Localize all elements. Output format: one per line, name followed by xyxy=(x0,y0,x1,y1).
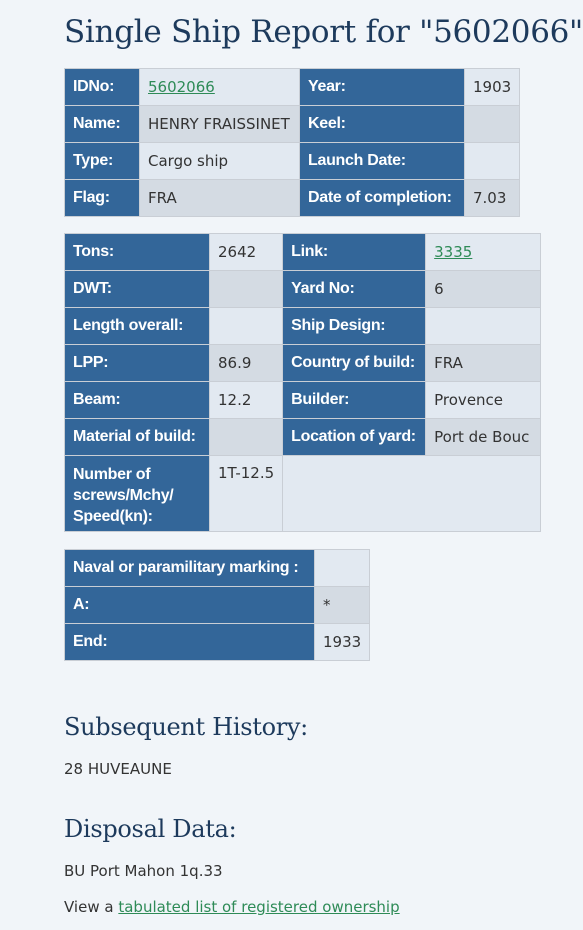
specs-table: Tons: 2642 Link: 3335 DWT: Yard No: 6 Le… xyxy=(64,233,542,532)
beam-value: 12.2 xyxy=(208,381,284,419)
view-prefix: View a xyxy=(64,898,114,916)
naval-marking-value xyxy=(313,549,371,587)
keel-value xyxy=(463,105,521,143)
name-label: Name: xyxy=(64,105,140,143)
page-title: Single Ship Report for "5602066" xyxy=(64,14,583,50)
screws-label: Number of screws/Mchy/ Speed(kn): xyxy=(64,455,210,532)
location-label: Location of yard: xyxy=(282,418,427,456)
ship-design-value xyxy=(425,307,542,345)
keel-label: Keel: xyxy=(299,105,465,143)
location-value: Port de Bouc xyxy=(425,418,542,456)
builder-label: Builder: xyxy=(282,381,427,419)
ownership-list-link[interactable]: tabulated list of registered ownership xyxy=(118,898,400,916)
marking-table: Naval or paramilitary marking : A: * End… xyxy=(64,549,371,661)
screws-value: 1T-12.5 xyxy=(208,455,284,532)
disposal-data-heading: Disposal Data: xyxy=(64,815,237,843)
a-label: A: xyxy=(64,586,315,624)
completion-label: Date of completion: xyxy=(299,179,465,217)
lpp-label: LPP: xyxy=(64,344,210,382)
link-value: 3335 xyxy=(425,233,542,271)
length-overall-label: Length overall: xyxy=(64,307,210,345)
flag-label: Flag: xyxy=(64,179,140,217)
launch-date-label: Launch Date: xyxy=(299,142,465,180)
material-value xyxy=(208,418,284,456)
country-value: FRA xyxy=(425,344,542,382)
end-label: End: xyxy=(64,623,315,661)
empty-cell xyxy=(282,455,542,532)
launch-date-value xyxy=(463,142,521,180)
naval-marking-label: Naval or paramilitary marking : xyxy=(64,549,315,587)
flag-value: FRA xyxy=(139,179,300,217)
link-3335[interactable]: 3335 xyxy=(434,243,473,261)
subsequent-history-heading: Subsequent History: xyxy=(64,713,308,741)
dwt-value xyxy=(208,270,284,308)
material-label: Material of build: xyxy=(64,418,210,456)
ownership-line: View a tabulated list of registered owne… xyxy=(64,898,400,916)
ship-design-label: Ship Design: xyxy=(282,307,427,345)
a-value: * xyxy=(313,586,371,624)
tons-value: 2642 xyxy=(208,233,284,271)
completion-value: 7.03 xyxy=(463,179,521,217)
subsequent-history-text: 28 HUVEAUNE xyxy=(64,760,172,778)
disposal-data-text: BU Port Mahon 1q.33 xyxy=(64,862,223,880)
type-value: Cargo ship xyxy=(139,142,300,180)
idno-label: IDNo: xyxy=(64,68,140,106)
tons-label: Tons: xyxy=(64,233,210,271)
end-value: 1933 xyxy=(313,623,371,661)
yard-no-label: Yard No: xyxy=(282,270,427,308)
idno-link[interactable]: 5602066 xyxy=(148,78,215,96)
year-value: 1903 xyxy=(463,68,521,106)
yard-no-value: 6 xyxy=(425,270,542,308)
lpp-value: 86.9 xyxy=(208,344,284,382)
builder-value: Provence xyxy=(425,381,542,419)
beam-label: Beam: xyxy=(64,381,210,419)
type-label: Type: xyxy=(64,142,140,180)
idno-value: 5602066 xyxy=(139,68,300,106)
dwt-label: DWT: xyxy=(64,270,210,308)
length-overall-value xyxy=(208,307,284,345)
link-label: Link: xyxy=(282,233,427,271)
name-value: HENRY FRAISSINET xyxy=(139,105,300,143)
year-label: Year: xyxy=(299,68,465,106)
country-label: Country of build: xyxy=(282,344,427,382)
basic-info-table: IDNo: 5602066 Year: 1903 Name: HENRY FRA… xyxy=(64,68,521,217)
